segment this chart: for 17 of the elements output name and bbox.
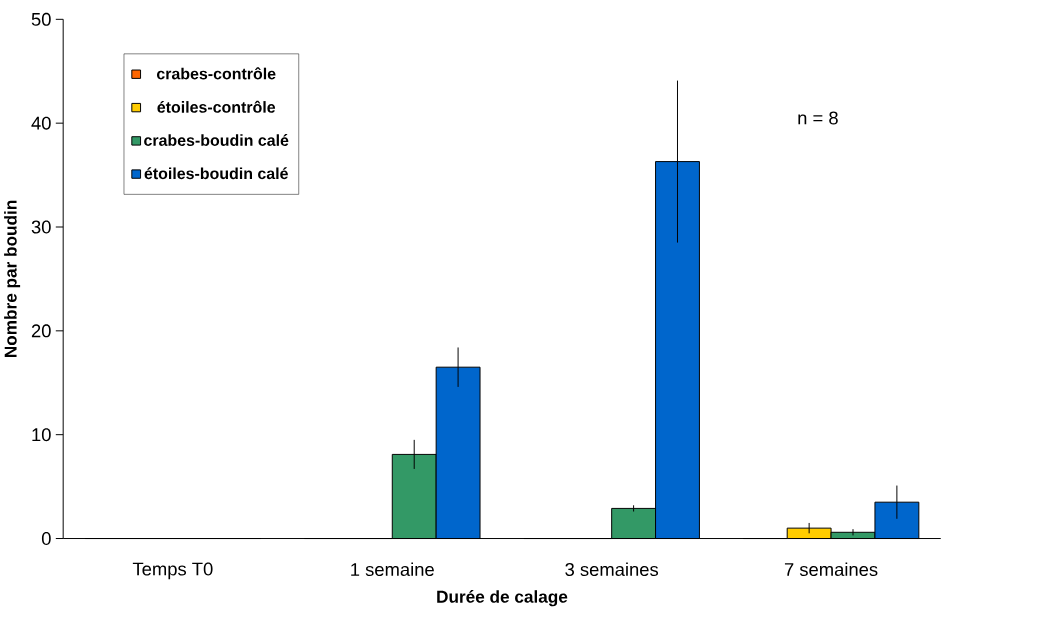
legend-label: étoiles-contrôle xyxy=(157,100,276,113)
y-tick-label: 10 xyxy=(32,428,51,442)
x-tick-label: 3 semaines xyxy=(565,562,659,577)
x-axis-title: Durée de calage xyxy=(437,590,568,607)
y-axis-title: Nombre par boudin xyxy=(4,200,21,358)
y-tick-label: 20 xyxy=(31,324,51,338)
x-tick-label: 1 semaine xyxy=(351,562,434,577)
x-tick-label: 7 semaines xyxy=(784,562,878,577)
legend-label: étoiles-boudin calé xyxy=(144,167,288,180)
x-tick-label: Temps T0 xyxy=(132,562,213,580)
annotation: n = 8 xyxy=(798,111,838,125)
y-tick-label: 40 xyxy=(31,116,51,130)
y-tick-label: 30 xyxy=(31,220,51,234)
y-tick-label: 0 xyxy=(41,532,51,546)
legend-label: crabes-contrôle xyxy=(156,67,276,80)
legend-label: crabes-boudin calé xyxy=(144,134,289,147)
y-tick-label: 50 xyxy=(31,12,51,26)
